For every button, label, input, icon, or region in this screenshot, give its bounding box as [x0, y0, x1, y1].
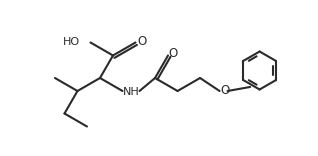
Text: NH: NH — [123, 87, 140, 97]
Text: O: O — [169, 47, 178, 60]
Text: O: O — [220, 85, 229, 98]
Text: HO: HO — [63, 37, 80, 47]
Text: O: O — [137, 35, 146, 48]
